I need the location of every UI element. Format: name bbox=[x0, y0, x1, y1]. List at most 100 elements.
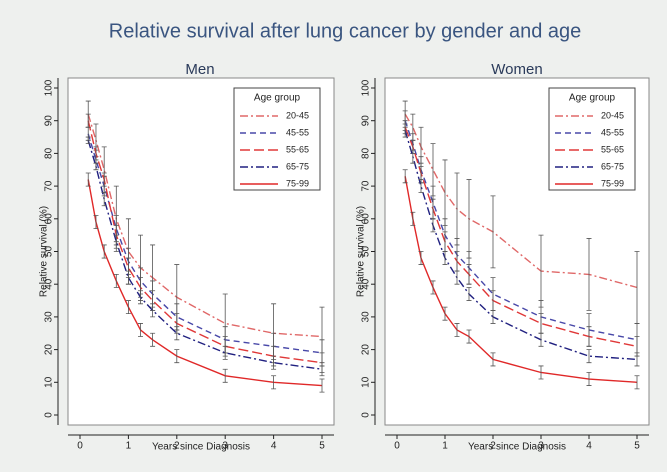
error-bar bbox=[430, 218, 436, 233]
error-bar bbox=[418, 179, 424, 194]
x-tick-label: 2 bbox=[174, 441, 180, 452]
error-bar bbox=[113, 273, 119, 288]
panel-title: Men bbox=[185, 61, 214, 78]
legend-label: 55-65 bbox=[286, 144, 309, 154]
chart-title: Relative survival after lung cancer by g… bbox=[109, 20, 582, 42]
error-bar bbox=[101, 244, 107, 259]
y-tick-label: 70 bbox=[44, 180, 55, 192]
error-bar bbox=[113, 234, 119, 249]
legend-label: 45-55 bbox=[601, 127, 624, 137]
y-tick-label: 80 bbox=[44, 147, 55, 159]
error-bar bbox=[490, 352, 496, 367]
error-bar bbox=[271, 355, 277, 370]
error-bar bbox=[402, 169, 408, 184]
y-tick-label: 20 bbox=[44, 344, 55, 356]
error-bar bbox=[418, 251, 424, 265]
x-tick-label: 2 bbox=[490, 441, 496, 452]
error-bar bbox=[93, 215, 99, 230]
error-bar bbox=[466, 329, 472, 344]
error-bar bbox=[538, 332, 544, 347]
error-bar bbox=[138, 323, 143, 337]
error-bar bbox=[466, 287, 472, 301]
error-bar bbox=[101, 192, 107, 207]
y-tick-label: 0 bbox=[44, 412, 55, 418]
x-tick-label: 5 bbox=[319, 441, 325, 452]
error-bar bbox=[538, 365, 544, 380]
error-bar bbox=[125, 270, 131, 285]
error-bar bbox=[85, 113, 91, 128]
error-bar bbox=[85, 172, 91, 187]
error-bar bbox=[586, 326, 592, 347]
error-bar bbox=[101, 172, 107, 187]
legend-title: Age group bbox=[254, 93, 301, 104]
y-tick-label: 20 bbox=[361, 344, 372, 356]
error-bar bbox=[222, 345, 228, 360]
error-bar bbox=[490, 309, 496, 324]
legend-label: 75-99 bbox=[286, 178, 309, 188]
y-tick-label: 100 bbox=[44, 79, 55, 96]
x-tick-label: 0 bbox=[77, 441, 83, 452]
y-tick-label: 50 bbox=[44, 246, 55, 258]
y-tick-label: 90 bbox=[44, 115, 55, 127]
x-tick-label: 1 bbox=[126, 441, 132, 452]
error-bar bbox=[319, 378, 325, 393]
legend-box bbox=[233, 87, 321, 191]
legend-label: 65-75 bbox=[601, 161, 624, 171]
error-bar bbox=[634, 352, 640, 367]
error-bar bbox=[174, 349, 180, 364]
error-bar bbox=[466, 264, 472, 285]
x-tick-label: 5 bbox=[634, 441, 640, 452]
error-bar bbox=[634, 375, 640, 390]
series-line bbox=[87, 133, 323, 354]
error-bar bbox=[174, 326, 180, 341]
y-tick-label: 0 bbox=[361, 412, 372, 418]
error-bar bbox=[586, 372, 592, 386]
panel-title: Women bbox=[491, 61, 542, 78]
x-tick-label: 0 bbox=[394, 441, 400, 452]
error-bar bbox=[125, 300, 131, 315]
legend-label: 45-55 bbox=[286, 127, 309, 137]
error-bar bbox=[271, 375, 277, 390]
error-bar bbox=[442, 251, 448, 265]
y-tick-label: 80 bbox=[361, 147, 372, 159]
x-tick-label: 1 bbox=[442, 441, 448, 452]
legend-label: 75-99 bbox=[601, 178, 624, 188]
y-tick-label: 50 bbox=[361, 246, 372, 258]
y-tick-label: 30 bbox=[361, 311, 372, 323]
x-tick-label: 3 bbox=[538, 441, 544, 452]
y-tick-label: 100 bbox=[361, 79, 372, 96]
y-tick-label: 10 bbox=[44, 376, 55, 388]
error-bar bbox=[586, 238, 592, 311]
y-tick-label: 40 bbox=[44, 278, 55, 290]
error-bar bbox=[454, 270, 460, 285]
legend-title: Age group bbox=[569, 93, 616, 104]
error-bar bbox=[150, 332, 156, 347]
error-bar bbox=[410, 149, 416, 164]
y-axis-label: Relative survival (%) bbox=[356, 206, 367, 297]
y-tick-label: 30 bbox=[44, 311, 55, 323]
error-bar bbox=[138, 290, 143, 305]
error-bar bbox=[93, 162, 99, 171]
error-bar bbox=[442, 306, 448, 321]
legend-box bbox=[548, 87, 636, 191]
y-tick-label: 10 bbox=[361, 376, 372, 388]
x-axis-label: Years since Diagnosis bbox=[152, 442, 250, 453]
error-bar bbox=[222, 368, 228, 383]
x-axis-label: Years since Diagnosis bbox=[468, 442, 566, 453]
x-tick-label: 3 bbox=[222, 441, 228, 452]
error-bar bbox=[586, 349, 592, 364]
y-tick-label: 60 bbox=[44, 213, 55, 225]
legend-label: 55-65 bbox=[601, 144, 624, 154]
x-tick-label: 4 bbox=[586, 441, 592, 452]
error-bar bbox=[430, 280, 436, 295]
error-bar bbox=[410, 211, 416, 226]
legend-label: 65-75 bbox=[286, 161, 309, 171]
error-bar bbox=[85, 136, 91, 144]
y-tick-label: 90 bbox=[361, 115, 372, 127]
y-tick-label: 60 bbox=[361, 213, 372, 225]
x-tick-label: 4 bbox=[271, 441, 277, 452]
error-bar bbox=[402, 123, 408, 138]
legend-label: 20-45 bbox=[601, 110, 624, 120]
error-bar bbox=[490, 195, 496, 269]
